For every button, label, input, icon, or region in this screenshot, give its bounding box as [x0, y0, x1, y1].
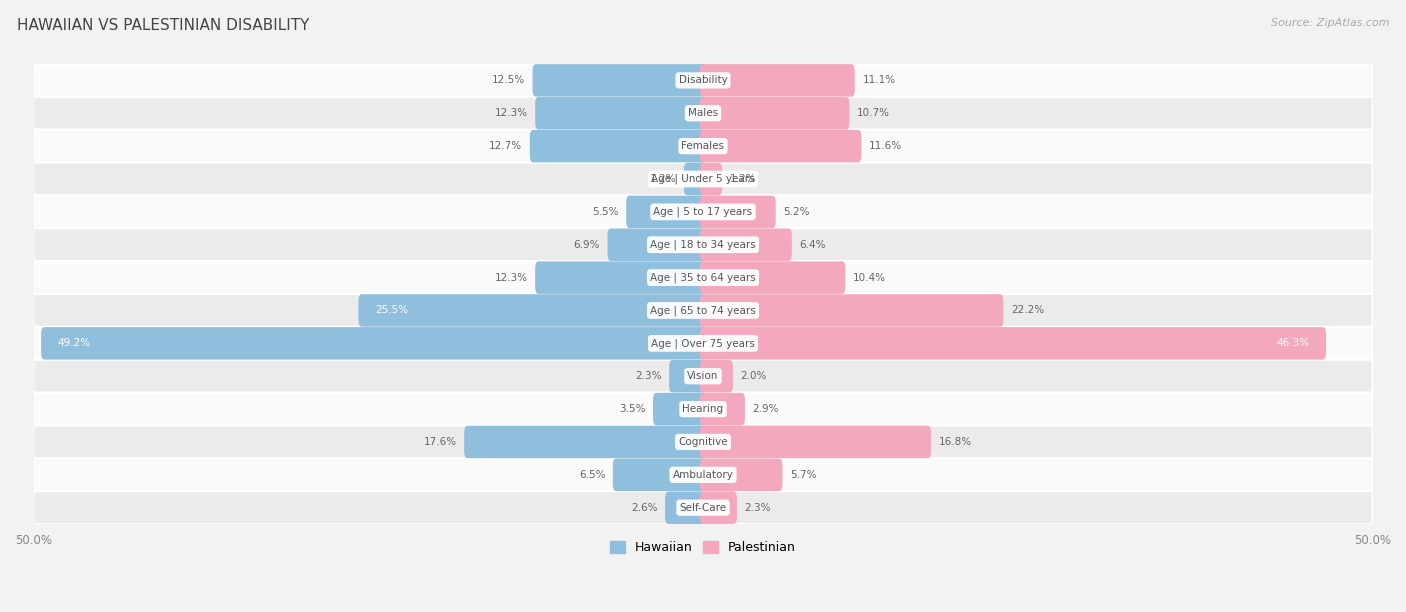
- FancyBboxPatch shape: [700, 426, 931, 458]
- Text: Cognitive: Cognitive: [678, 437, 728, 447]
- Text: 12.3%: 12.3%: [495, 108, 527, 118]
- Text: Age | Over 75 years: Age | Over 75 years: [651, 338, 755, 349]
- Text: 2.6%: 2.6%: [631, 502, 658, 513]
- Text: Age | 5 to 17 years: Age | 5 to 17 years: [654, 207, 752, 217]
- Text: 12.3%: 12.3%: [495, 272, 527, 283]
- FancyBboxPatch shape: [34, 163, 1372, 195]
- FancyBboxPatch shape: [536, 97, 706, 130]
- FancyBboxPatch shape: [607, 228, 706, 261]
- FancyBboxPatch shape: [700, 228, 792, 261]
- FancyBboxPatch shape: [34, 228, 1372, 261]
- Text: 25.5%: 25.5%: [375, 305, 408, 315]
- Text: 10.7%: 10.7%: [858, 108, 890, 118]
- Text: Age | Under 5 years: Age | Under 5 years: [651, 174, 755, 184]
- Text: 2.0%: 2.0%: [741, 371, 766, 381]
- FancyBboxPatch shape: [700, 261, 845, 294]
- FancyBboxPatch shape: [700, 327, 1326, 360]
- Text: 6.5%: 6.5%: [579, 470, 605, 480]
- Text: Age | 35 to 64 years: Age | 35 to 64 years: [650, 272, 756, 283]
- FancyBboxPatch shape: [700, 393, 745, 425]
- FancyBboxPatch shape: [700, 97, 849, 130]
- Text: 11.6%: 11.6%: [869, 141, 903, 151]
- FancyBboxPatch shape: [683, 163, 706, 195]
- Text: 2.3%: 2.3%: [636, 371, 661, 381]
- Text: 10.4%: 10.4%: [853, 272, 886, 283]
- FancyBboxPatch shape: [700, 458, 783, 491]
- Text: Males: Males: [688, 108, 718, 118]
- Text: 17.6%: 17.6%: [423, 437, 457, 447]
- FancyBboxPatch shape: [464, 426, 706, 458]
- FancyBboxPatch shape: [652, 393, 706, 425]
- FancyBboxPatch shape: [613, 458, 706, 491]
- Text: Ambulatory: Ambulatory: [672, 470, 734, 480]
- Legend: Hawaiian, Palestinian: Hawaiian, Palestinian: [605, 536, 801, 559]
- Text: 16.8%: 16.8%: [939, 437, 972, 447]
- Text: 5.2%: 5.2%: [783, 207, 810, 217]
- Text: Females: Females: [682, 141, 724, 151]
- Text: Hearing: Hearing: [682, 404, 724, 414]
- FancyBboxPatch shape: [34, 261, 1372, 294]
- FancyBboxPatch shape: [700, 294, 1004, 327]
- Text: HAWAIIAN VS PALESTINIAN DISABILITY: HAWAIIAN VS PALESTINIAN DISABILITY: [17, 18, 309, 34]
- FancyBboxPatch shape: [34, 294, 1372, 327]
- FancyBboxPatch shape: [700, 360, 733, 392]
- FancyBboxPatch shape: [34, 195, 1372, 228]
- FancyBboxPatch shape: [533, 64, 706, 97]
- Text: Self-Care: Self-Care: [679, 502, 727, 513]
- Text: 5.5%: 5.5%: [592, 207, 619, 217]
- FancyBboxPatch shape: [34, 64, 1372, 97]
- Text: 12.5%: 12.5%: [492, 75, 524, 86]
- Text: 12.7%: 12.7%: [489, 141, 522, 151]
- FancyBboxPatch shape: [34, 458, 1372, 491]
- Text: Vision: Vision: [688, 371, 718, 381]
- Text: Source: ZipAtlas.com: Source: ZipAtlas.com: [1271, 18, 1389, 28]
- FancyBboxPatch shape: [359, 294, 706, 327]
- Text: Age | 18 to 34 years: Age | 18 to 34 years: [650, 239, 756, 250]
- Text: 49.2%: 49.2%: [58, 338, 91, 348]
- Text: 6.9%: 6.9%: [574, 240, 600, 250]
- Text: Disability: Disability: [679, 75, 727, 86]
- FancyBboxPatch shape: [34, 393, 1372, 425]
- Text: 1.2%: 1.2%: [730, 174, 756, 184]
- FancyBboxPatch shape: [41, 327, 706, 360]
- Text: 6.4%: 6.4%: [800, 240, 825, 250]
- FancyBboxPatch shape: [626, 196, 706, 228]
- Text: 3.5%: 3.5%: [619, 404, 645, 414]
- FancyBboxPatch shape: [536, 261, 706, 294]
- FancyBboxPatch shape: [34, 491, 1372, 524]
- FancyBboxPatch shape: [34, 425, 1372, 458]
- FancyBboxPatch shape: [700, 64, 855, 97]
- FancyBboxPatch shape: [700, 163, 723, 195]
- Text: 11.1%: 11.1%: [862, 75, 896, 86]
- Text: 46.3%: 46.3%: [1277, 338, 1309, 348]
- FancyBboxPatch shape: [700, 196, 776, 228]
- FancyBboxPatch shape: [700, 130, 862, 162]
- Text: Age | 65 to 74 years: Age | 65 to 74 years: [650, 305, 756, 316]
- FancyBboxPatch shape: [34, 327, 1372, 360]
- Text: 1.2%: 1.2%: [650, 174, 676, 184]
- FancyBboxPatch shape: [669, 360, 706, 392]
- FancyBboxPatch shape: [34, 130, 1372, 163]
- FancyBboxPatch shape: [700, 491, 737, 524]
- Text: 2.3%: 2.3%: [745, 502, 770, 513]
- Text: 2.9%: 2.9%: [752, 404, 779, 414]
- FancyBboxPatch shape: [665, 491, 706, 524]
- Text: 5.7%: 5.7%: [790, 470, 817, 480]
- FancyBboxPatch shape: [530, 130, 706, 162]
- FancyBboxPatch shape: [34, 97, 1372, 130]
- FancyBboxPatch shape: [34, 360, 1372, 393]
- Text: 22.2%: 22.2%: [1011, 305, 1045, 315]
